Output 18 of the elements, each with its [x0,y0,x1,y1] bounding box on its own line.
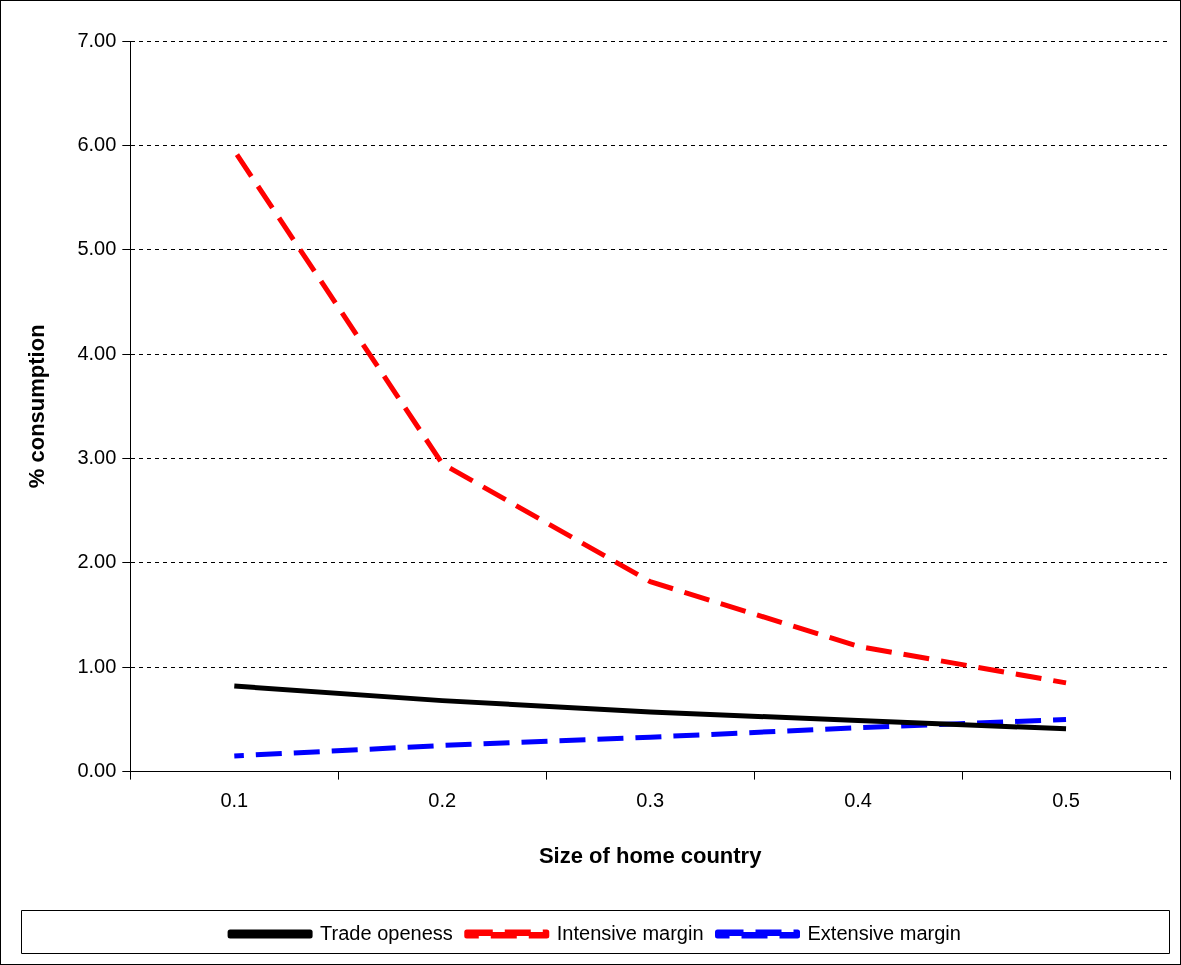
y-tick-label: 3.00 [77,446,117,468]
legend-label: Extensive margin [807,921,961,944]
y-tick-label: 7.00 [77,28,117,51]
legend-label: Intensive margin [556,921,704,944]
legend-label: Trade openess [320,921,453,944]
y-tick-label: 5.00 [77,237,117,260]
x-tick-label: 0.1 [220,789,249,812]
x-tick-label: 0.2 [428,789,457,812]
x-tick-label: 0.3 [636,789,665,812]
x-tick-label: 0.4 [844,789,872,812]
x-tick-label: 0.5 [1052,789,1080,812]
y-tick-label: 6.00 [77,132,117,155]
y-tick-label: 0.00 [77,759,117,782]
y-axis-title: % consumption [24,324,50,489]
x-axis-title: Size of home country [538,842,763,868]
y-tick-label: 2.00 [77,550,117,573]
y-tick-label: 4.00 [77,341,117,364]
y-tick-label: 1.00 [77,654,117,677]
